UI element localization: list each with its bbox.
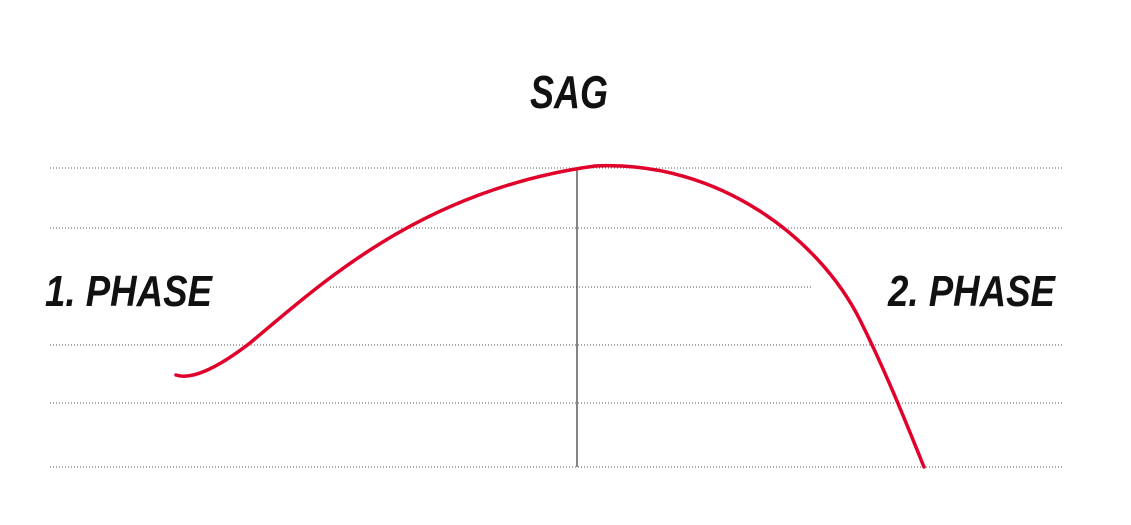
phase-label: 1. PHASE bbox=[45, 267, 213, 316]
title: SAG bbox=[530, 66, 608, 118]
guide-lines bbox=[50, 167, 1062, 468]
sag-curve bbox=[174, 164, 926, 469]
phase-label: 2. PHASE bbox=[887, 267, 1056, 316]
